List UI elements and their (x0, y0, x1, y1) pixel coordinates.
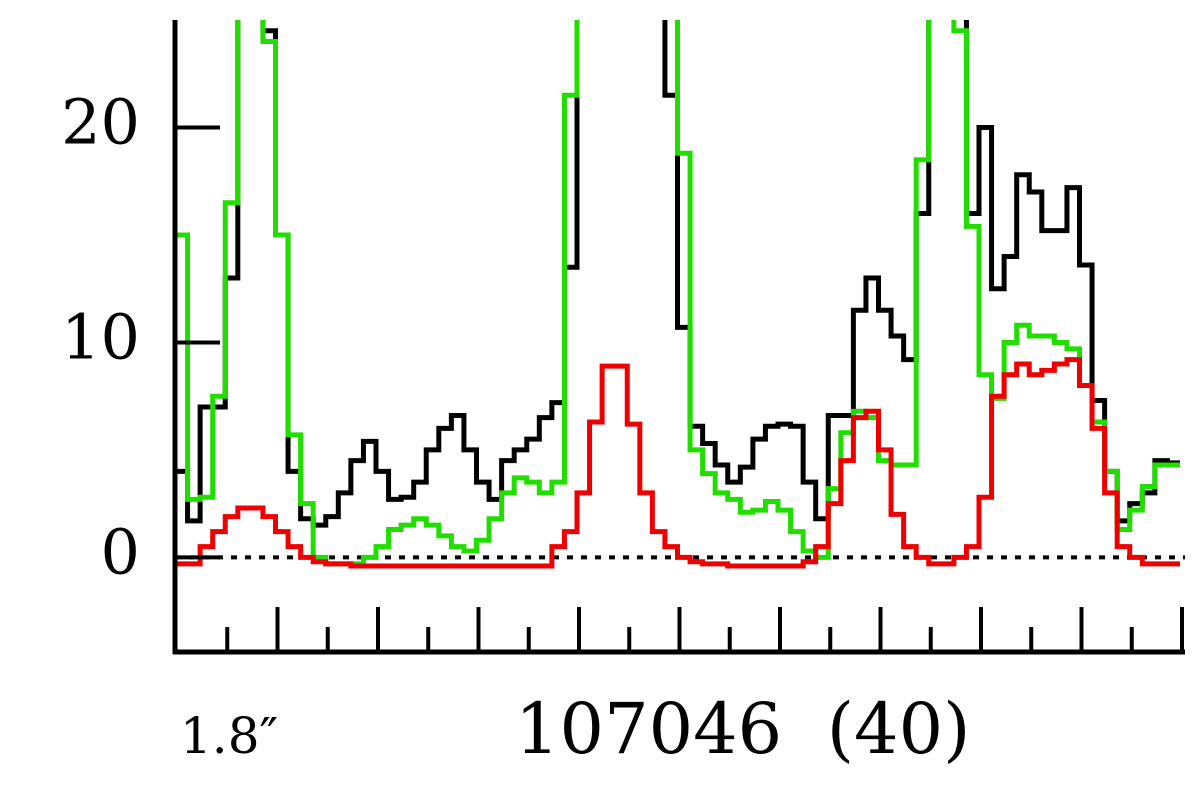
y-tick-label: 20 (61, 86, 140, 159)
annotation: 1.8″ (180, 707, 278, 765)
step-line (175, 357, 1180, 569)
plot-area (175, 20, 1185, 569)
y-tick-label: 10 (61, 301, 140, 374)
annotation: 107046 (40) (515, 688, 970, 770)
y-tick-label: 0 (101, 516, 140, 589)
